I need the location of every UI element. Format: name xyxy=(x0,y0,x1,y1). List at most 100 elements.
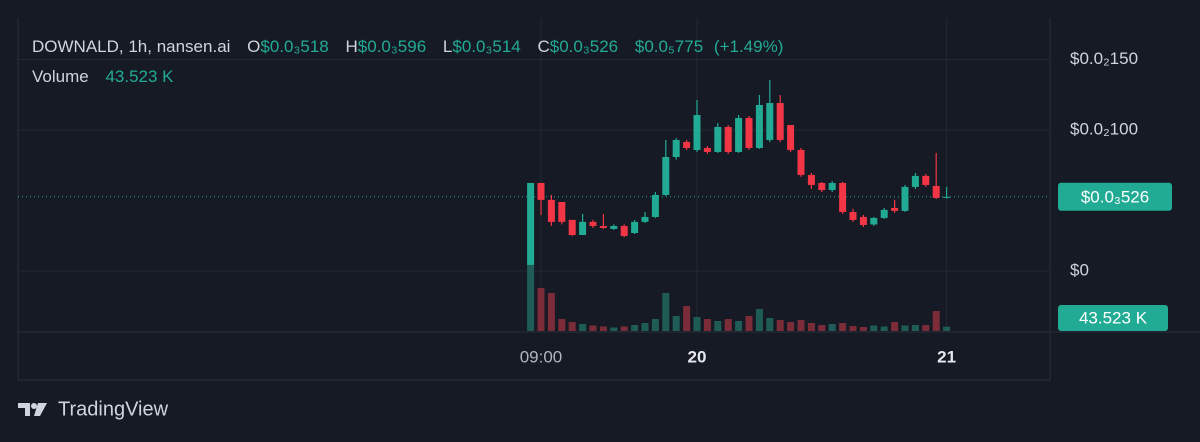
volume-bar xyxy=(828,324,836,331)
candle-body xyxy=(839,182,847,213)
volume-bar xyxy=(683,306,691,331)
price-badge xyxy=(1058,182,1172,211)
logo-part xyxy=(18,403,30,416)
volume-bar xyxy=(922,325,930,331)
volume-bar xyxy=(589,325,597,331)
y-tick-label: $0 xyxy=(1070,260,1089,279)
candle-body xyxy=(537,182,545,200)
candle-body xyxy=(693,115,701,150)
y-tick-label: $0.0₂100 xyxy=(1070,119,1138,138)
volume-bar xyxy=(579,324,587,331)
volume-bar xyxy=(932,311,940,331)
label-layer: $0.0₂150 $0.0₂100 $0 09:00 20 21 $0.0₃526 43.52… xyxy=(520,49,1172,366)
volume-layer xyxy=(527,261,951,331)
candle-body xyxy=(683,141,691,148)
brand-name: TradingView xyxy=(58,398,169,420)
volume-bar xyxy=(870,325,878,331)
ohlc-value: $0.0₃518 xyxy=(260,37,328,56)
volume-bar xyxy=(641,323,649,331)
candle-body xyxy=(943,196,951,198)
x-tick-label: 09:00 xyxy=(520,347,563,366)
volume-bar xyxy=(714,321,722,331)
candle-body xyxy=(755,104,763,148)
candle-body xyxy=(724,126,732,152)
ohlc-key: H xyxy=(346,37,358,56)
candle-body xyxy=(568,219,576,235)
candle-body xyxy=(932,185,940,198)
candle-body xyxy=(797,149,805,175)
volume-bar xyxy=(724,319,732,331)
volume-bar xyxy=(631,325,639,331)
ohlc-value: $0.0₃596 xyxy=(358,37,426,56)
volume-bar xyxy=(859,327,867,331)
volume-bar xyxy=(880,326,888,331)
candle-body xyxy=(766,103,774,140)
candle-body xyxy=(651,194,659,217)
candle-body xyxy=(807,174,815,185)
volume-bar xyxy=(849,326,857,331)
legend-line: DOWNALD, 1h, nansen.ai O$0.0₃518 H$0.0₃5… xyxy=(32,37,783,56)
volume-bar xyxy=(672,316,680,331)
candle-body xyxy=(735,117,743,152)
x-tick-label: 21 xyxy=(937,347,956,366)
candle-body xyxy=(787,125,795,150)
volume-bar xyxy=(766,318,774,331)
candle-body xyxy=(776,103,784,140)
candle-body xyxy=(901,186,909,211)
volume-bar xyxy=(651,319,659,331)
candle-body xyxy=(620,225,628,236)
candle-body xyxy=(818,182,826,191)
ohlc-value: $0.0₃514 xyxy=(452,37,520,56)
brand-logo xyxy=(18,403,47,416)
volume-bar xyxy=(735,321,743,331)
candle-body xyxy=(579,221,587,235)
candle-body xyxy=(527,182,535,265)
candle-body xyxy=(610,225,618,229)
candle-body xyxy=(891,207,899,211)
volume-value: 43.523 K xyxy=(105,67,174,86)
x-tick-label: 20 xyxy=(688,347,707,366)
logo-part xyxy=(31,403,37,409)
volume-legend: Volume 43.523 K xyxy=(32,67,174,86)
candle-body xyxy=(599,225,607,228)
price-badge-label: $0.0₃526 xyxy=(1081,187,1149,206)
volume-bar xyxy=(610,327,618,331)
candle-body xyxy=(703,147,711,152)
candle-body xyxy=(589,221,597,226)
volume-bar xyxy=(599,326,607,331)
candle-body xyxy=(849,212,857,220)
volume-bar xyxy=(818,325,826,331)
candle-body xyxy=(828,182,836,191)
candle-body xyxy=(870,217,878,225)
candle-body xyxy=(641,216,649,222)
chart-title: DOWNALD, 1h, nansen.ai xyxy=(32,37,230,56)
candle-body xyxy=(911,175,919,187)
volume-bar xyxy=(807,323,815,331)
volume-bar xyxy=(901,325,909,331)
volume-bar xyxy=(755,309,763,331)
volume-bar xyxy=(662,293,670,331)
volume-bar xyxy=(703,319,711,331)
candle-body xyxy=(558,202,566,222)
volume-bar xyxy=(943,326,951,331)
logo-part xyxy=(34,403,47,416)
volume-bar xyxy=(787,322,795,331)
y-tick-label: $0.0₂150 xyxy=(1070,49,1138,68)
ohlc-key: L xyxy=(443,37,452,56)
candle-body xyxy=(745,117,753,148)
ohlc-key: O xyxy=(247,37,260,56)
candle-body xyxy=(662,157,670,195)
volume-bar xyxy=(620,326,628,331)
volume-bar xyxy=(776,320,784,331)
volume-name: Volume xyxy=(32,67,89,86)
volume-bar xyxy=(568,322,576,331)
candle-body xyxy=(714,126,722,152)
candle-body xyxy=(922,175,930,185)
change-value: $0.0₅775 xyxy=(635,37,703,56)
volume-bar xyxy=(547,293,555,331)
volume-bar xyxy=(839,323,847,331)
candle-body xyxy=(859,216,867,225)
